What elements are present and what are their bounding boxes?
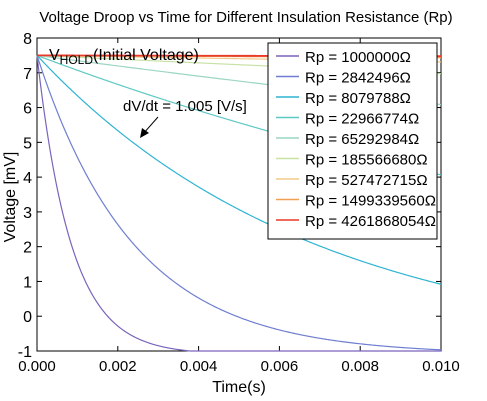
- vhold-rest: (Initial Voltage): [93, 47, 199, 64]
- y-tick-label: 2: [23, 240, 32, 257]
- y-tick-label: 6: [23, 101, 32, 118]
- legend-label: Rp = 2842496Ω: [305, 70, 411, 87]
- vhold-sub: HOLD: [60, 53, 94, 67]
- x-tick-label: 0.000: [18, 358, 56, 375]
- legend: Rp = 1000000Ω Rp = 2842496Ω Rp = 8079788Ω R…: [267, 42, 438, 240]
- y-tick-label: -1: [18, 344, 32, 361]
- y-axis-label: Voltage [mV]: [2, 152, 19, 243]
- axis-ticks: 0.000 0.002 0.004 0.006 0.008 0.010 -1 0 1 2 3 4 5 6 7…: [18, 31, 460, 375]
- x-tick-label: 0.006: [261, 358, 299, 375]
- legend-label: Rp = 8079788Ω: [305, 90, 411, 107]
- legend-label: Rp = 22966774Ω: [305, 111, 419, 128]
- y-tick-label: 8: [23, 31, 32, 48]
- slope-arrow: [140, 116, 159, 138]
- vhold-main: V: [49, 47, 60, 64]
- legend-label: Rp = 527472715Ω: [305, 172, 428, 189]
- y-tick-label: 1: [23, 274, 32, 291]
- legend-label: Rp = 1499339560Ω: [305, 193, 436, 210]
- x-tick-label: 0.002: [99, 358, 137, 375]
- series-line: [36, 54, 442, 285]
- legend-box: [267, 42, 438, 240]
- legend-label: Rp = 185566680Ω: [305, 152, 428, 169]
- y-tick-label: 5: [23, 135, 32, 152]
- y-tick-label: 0: [23, 309, 32, 326]
- y-tick-label: 3: [23, 205, 32, 222]
- x-axis-label: Time(s): [212, 379, 266, 396]
- x-tick-label: 0.004: [180, 358, 218, 375]
- vhold-annotation: VHOLD(Initial Voltage): [49, 47, 199, 67]
- slope-annotation: dV/dt = 1.005 [V/s]: [123, 98, 247, 115]
- legend-label: Rp = 1000000Ω: [305, 49, 411, 66]
- y-tick-label: 4: [23, 170, 32, 187]
- series-line: [36, 55, 442, 351]
- series-line: [36, 55, 441, 352]
- x-tick-label: 0.008: [341, 358, 379, 375]
- y-tick-label: 7: [23, 66, 32, 83]
- chart-title: Voltage Droop vs Time for Different Insu…: [39, 9, 452, 26]
- x-tick-label: 0.010: [422, 358, 460, 375]
- legend-label: Rp = 65292984Ω: [305, 131, 419, 148]
- legend-label: Rp = 4261868054Ω: [305, 213, 436, 230]
